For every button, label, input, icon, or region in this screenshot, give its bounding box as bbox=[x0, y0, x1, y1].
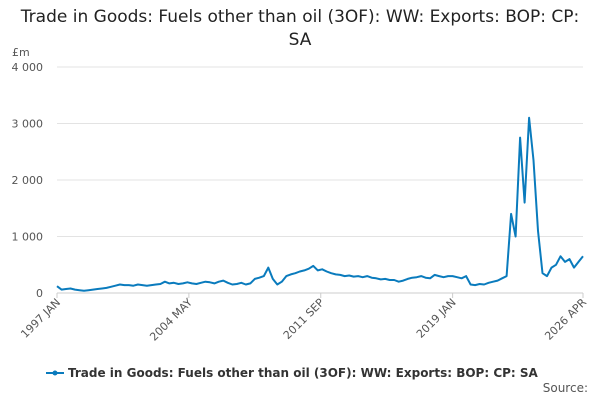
x-tick-label: 2004 MAY bbox=[147, 296, 195, 344]
y-unit: £m bbox=[12, 46, 30, 59]
y-tick-label: 2 000 bbox=[12, 174, 44, 187]
legend-label: Trade in Goods: Fuels other than oil (3O… bbox=[68, 366, 539, 380]
source: Source: bbox=[543, 381, 588, 395]
x-tick-label: 2011 SEP bbox=[281, 296, 327, 342]
x-tick-label: 2026 APR bbox=[542, 296, 589, 343]
y-tick-label: 0 bbox=[36, 287, 43, 300]
legend-marker bbox=[52, 370, 58, 376]
y-tick-label: 4 000 bbox=[12, 61, 44, 74]
y-tick-label: 3 000 bbox=[12, 118, 44, 131]
data-line bbox=[56, 116, 584, 292]
chart-title: Trade in Goods: Fuels other than oil (3O… bbox=[20, 7, 580, 50]
x-tick-label: 2019 JAN bbox=[414, 296, 459, 341]
y-tick-label: 1 000 bbox=[12, 231, 44, 244]
x-tick-label: 1997 JAN bbox=[18, 296, 63, 341]
